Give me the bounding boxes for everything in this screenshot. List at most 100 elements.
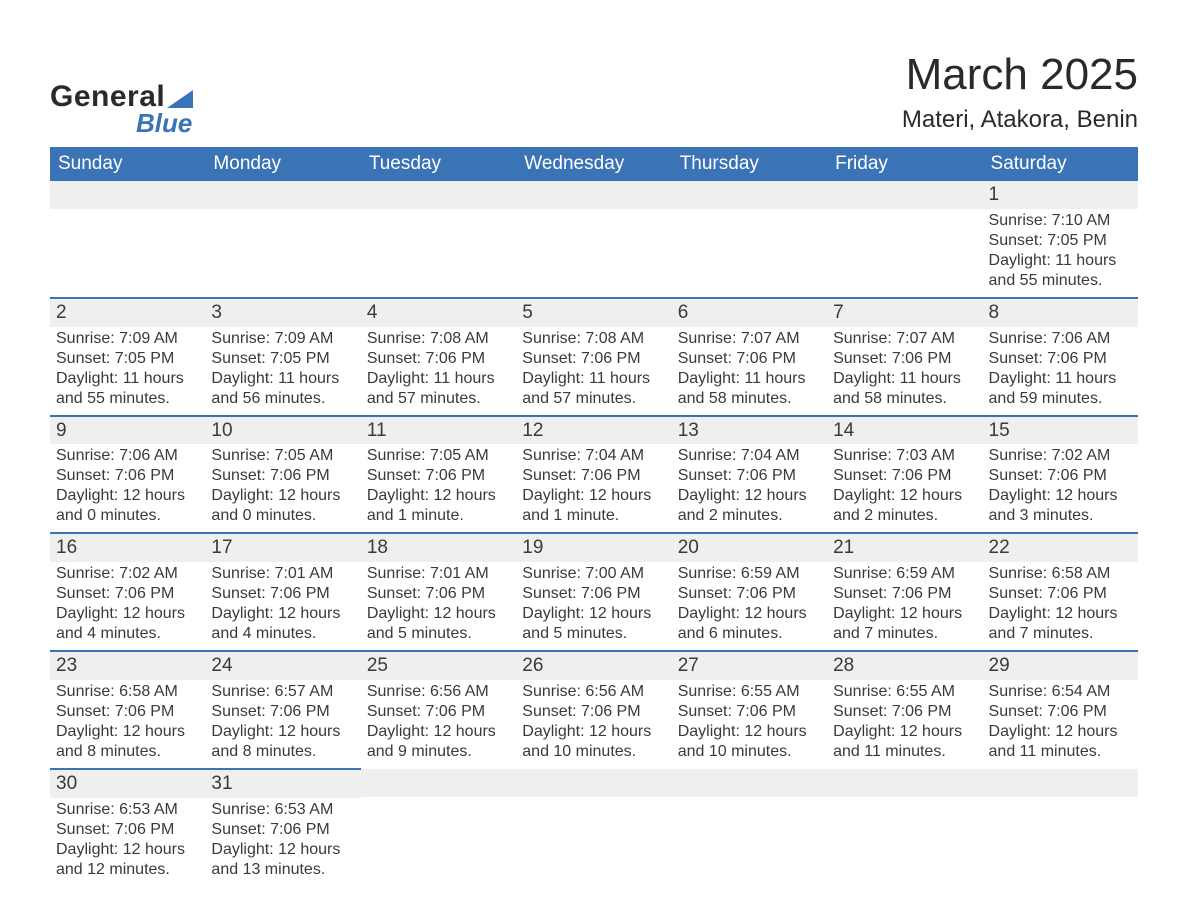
day-body: Sunrise: 7:08 AMSunset: 7:06 PMDaylight:… bbox=[361, 327, 516, 415]
day-number: 21 bbox=[827, 534, 982, 562]
day-cell bbox=[672, 181, 827, 298]
day-cell: 18Sunrise: 7:01 AMSunset: 7:06 PMDayligh… bbox=[361, 533, 516, 651]
location: Materi, Atakora, Benin bbox=[902, 106, 1138, 134]
day-cell bbox=[516, 769, 671, 886]
day-day1: Daylight: 12 hours bbox=[211, 722, 354, 742]
day-sunset: Sunset: 7:05 PM bbox=[211, 349, 354, 369]
day-number: 23 bbox=[50, 652, 205, 680]
day-header: Sunday bbox=[50, 147, 205, 181]
day-body: Sunrise: 6:55 AMSunset: 7:06 PMDaylight:… bbox=[672, 680, 827, 768]
day-sunrise: Sunrise: 6:53 AM bbox=[56, 800, 199, 820]
day-sunrise: Sunrise: 7:07 AM bbox=[678, 329, 821, 349]
day-cell: 5Sunrise: 7:08 AMSunset: 7:06 PMDaylight… bbox=[516, 298, 671, 416]
day-number: 8 bbox=[983, 299, 1138, 327]
day-cell: 1Sunrise: 7:10 AMSunset: 7:05 PMDaylight… bbox=[983, 181, 1138, 298]
day-body: Sunrise: 7:08 AMSunset: 7:06 PMDaylight:… bbox=[516, 327, 671, 415]
day-sunrise: Sunrise: 7:04 AM bbox=[522, 446, 665, 466]
day-cell bbox=[983, 769, 1138, 886]
day-sunset: Sunset: 7:06 PM bbox=[678, 584, 821, 604]
day-number: 10 bbox=[205, 417, 360, 445]
day-cell: 26Sunrise: 6:56 AMSunset: 7:06 PMDayligh… bbox=[516, 651, 671, 769]
day-number: 15 bbox=[983, 417, 1138, 445]
day-day1: Daylight: 12 hours bbox=[367, 604, 510, 624]
day-number: 11 bbox=[361, 417, 516, 445]
day-sunset: Sunset: 7:06 PM bbox=[833, 349, 976, 369]
daynum-strip-empty bbox=[983, 769, 1138, 797]
day-body: Sunrise: 6:57 AMSunset: 7:06 PMDaylight:… bbox=[205, 680, 360, 768]
week-row: 9Sunrise: 7:06 AMSunset: 7:06 PMDaylight… bbox=[50, 416, 1138, 534]
day-body: Sunrise: 7:09 AMSunset: 7:05 PMDaylight:… bbox=[50, 327, 205, 415]
day-header-row: Sunday Monday Tuesday Wednesday Thursday… bbox=[50, 147, 1138, 181]
day-day1: Daylight: 12 hours bbox=[989, 722, 1132, 742]
day-cell bbox=[672, 769, 827, 886]
day-sunrise: Sunrise: 7:05 AM bbox=[367, 446, 510, 466]
day-day2: and 10 minutes. bbox=[678, 742, 821, 762]
day-day2: and 58 minutes. bbox=[833, 389, 976, 409]
day-cell: 29Sunrise: 6:54 AMSunset: 7:06 PMDayligh… bbox=[983, 651, 1138, 769]
day-number: 26 bbox=[516, 652, 671, 680]
day-number: 9 bbox=[50, 417, 205, 445]
day-cell: 9Sunrise: 7:06 AMSunset: 7:06 PMDaylight… bbox=[50, 416, 205, 534]
day-day2: and 55 minutes. bbox=[56, 389, 199, 409]
daynum-strip-empty bbox=[516, 181, 671, 209]
day-day2: and 11 minutes. bbox=[833, 742, 976, 762]
day-number: 28 bbox=[827, 652, 982, 680]
day-body: Sunrise: 6:53 AMSunset: 7:06 PMDaylight:… bbox=[50, 798, 205, 886]
day-body: Sunrise: 6:53 AMSunset: 7:06 PMDaylight:… bbox=[205, 798, 360, 886]
day-header: Monday bbox=[205, 147, 360, 181]
day-day1: Daylight: 12 hours bbox=[989, 604, 1132, 624]
day-number: 12 bbox=[516, 417, 671, 445]
day-cell: 21Sunrise: 6:59 AMSunset: 7:06 PMDayligh… bbox=[827, 533, 982, 651]
day-sunset: Sunset: 7:06 PM bbox=[367, 349, 510, 369]
calendar-table: Sunday Monday Tuesday Wednesday Thursday… bbox=[50, 147, 1138, 886]
day-sunset: Sunset: 7:06 PM bbox=[522, 702, 665, 722]
day-sunrise: Sunrise: 6:58 AM bbox=[56, 682, 199, 702]
daynum-strip-empty bbox=[50, 181, 205, 209]
day-day1: Daylight: 12 hours bbox=[56, 840, 199, 860]
day-sunset: Sunset: 7:06 PM bbox=[211, 584, 354, 604]
day-number: 20 bbox=[672, 534, 827, 562]
day-day2: and 5 minutes. bbox=[522, 624, 665, 644]
day-cell: 6Sunrise: 7:07 AMSunset: 7:06 PMDaylight… bbox=[672, 298, 827, 416]
day-sunrise: Sunrise: 7:08 AM bbox=[367, 329, 510, 349]
day-sunrise: Sunrise: 7:08 AM bbox=[522, 329, 665, 349]
day-sunrise: Sunrise: 7:02 AM bbox=[989, 446, 1132, 466]
day-sunrise: Sunrise: 6:56 AM bbox=[367, 682, 510, 702]
day-day1: Daylight: 12 hours bbox=[211, 604, 354, 624]
day-header: Thursday bbox=[672, 147, 827, 181]
logo-text-blue: Blue bbox=[136, 108, 192, 139]
day-sunset: Sunset: 7:06 PM bbox=[56, 466, 199, 486]
day-sunrise: Sunrise: 6:55 AM bbox=[678, 682, 821, 702]
day-day2: and 0 minutes. bbox=[211, 506, 354, 526]
day-day1: Daylight: 11 hours bbox=[56, 369, 199, 389]
day-sunrise: Sunrise: 6:57 AM bbox=[211, 682, 354, 702]
daynum-strip-empty bbox=[672, 181, 827, 209]
day-sunrise: Sunrise: 6:55 AM bbox=[833, 682, 976, 702]
day-day2: and 2 minutes. bbox=[678, 506, 821, 526]
day-cell: 10Sunrise: 7:05 AMSunset: 7:06 PMDayligh… bbox=[205, 416, 360, 534]
day-cell: 22Sunrise: 6:58 AMSunset: 7:06 PMDayligh… bbox=[983, 533, 1138, 651]
day-cell: 23Sunrise: 6:58 AMSunset: 7:06 PMDayligh… bbox=[50, 651, 205, 769]
day-sunset: Sunset: 7:06 PM bbox=[211, 702, 354, 722]
day-sunset: Sunset: 7:06 PM bbox=[522, 466, 665, 486]
day-cell: 19Sunrise: 7:00 AMSunset: 7:06 PMDayligh… bbox=[516, 533, 671, 651]
day-sunset: Sunset: 7:06 PM bbox=[367, 702, 510, 722]
day-cell bbox=[516, 181, 671, 298]
daynum-strip-empty bbox=[361, 769, 516, 797]
day-sunset: Sunset: 7:06 PM bbox=[678, 466, 821, 486]
day-number: 17 bbox=[205, 534, 360, 562]
day-day2: and 5 minutes. bbox=[367, 624, 510, 644]
day-day2: and 1 minute. bbox=[522, 506, 665, 526]
day-header: Saturday bbox=[983, 147, 1138, 181]
day-cell bbox=[361, 181, 516, 298]
day-cell: 20Sunrise: 6:59 AMSunset: 7:06 PMDayligh… bbox=[672, 533, 827, 651]
day-day2: and 9 minutes. bbox=[367, 742, 510, 762]
day-sunrise: Sunrise: 6:53 AM bbox=[211, 800, 354, 820]
day-number: 7 bbox=[827, 299, 982, 327]
day-cell: 2Sunrise: 7:09 AMSunset: 7:05 PMDaylight… bbox=[50, 298, 205, 416]
day-body: Sunrise: 6:58 AMSunset: 7:06 PMDaylight:… bbox=[50, 680, 205, 768]
day-cell bbox=[205, 181, 360, 298]
day-body: Sunrise: 6:55 AMSunset: 7:06 PMDaylight:… bbox=[827, 680, 982, 768]
day-body: Sunrise: 7:01 AMSunset: 7:06 PMDaylight:… bbox=[361, 562, 516, 650]
day-cell: 12Sunrise: 7:04 AMSunset: 7:06 PMDayligh… bbox=[516, 416, 671, 534]
